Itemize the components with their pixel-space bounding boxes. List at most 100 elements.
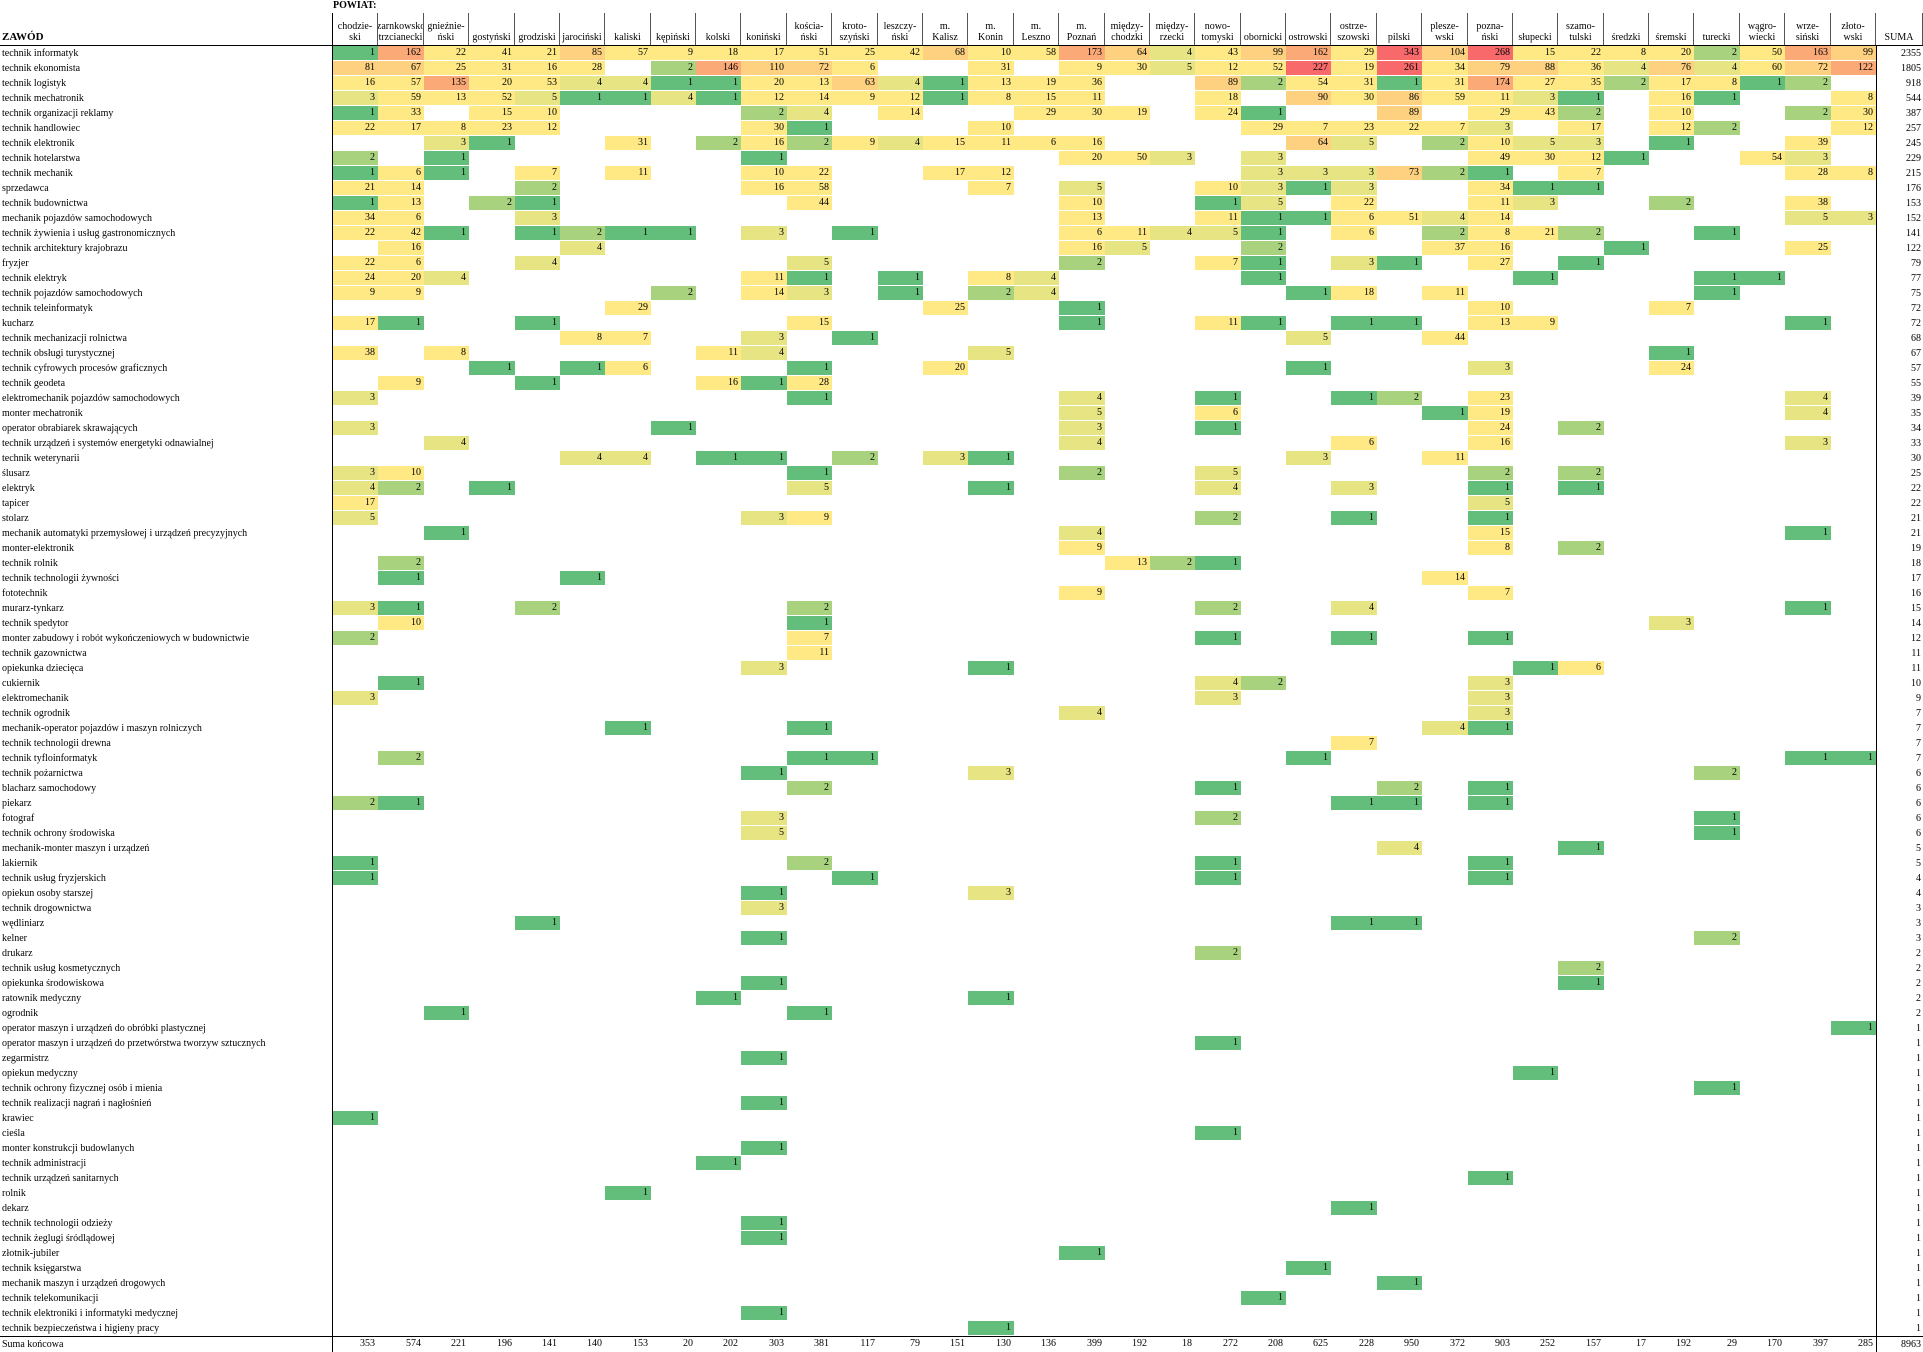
row-label: technik ochrony środowiska	[0, 826, 333, 841]
row-label: technik pożarnictwa	[0, 766, 333, 781]
value-cell: 20	[378, 271, 424, 285]
value-cell: 2	[560, 226, 605, 240]
row-label: technik budownictwa	[0, 196, 333, 211]
value-cell: 4	[741, 346, 787, 360]
value-cell: 2	[1468, 466, 1513, 480]
value-cell: 3	[1195, 691, 1241, 705]
value-cell: 3	[968, 886, 1014, 900]
value-cell: 173	[1059, 46, 1105, 60]
value-cell: 29	[605, 301, 651, 315]
row-label: monter konstrukcji budowlanych	[0, 1141, 333, 1156]
table-row: tapicer 17 5 22	[0, 496, 1923, 511]
value-cell: 19	[1468, 406, 1513, 420]
value-cell: 17	[923, 166, 968, 180]
value-cell: 3	[1831, 211, 1876, 225]
row-sum: 1	[1876, 1246, 1923, 1261]
value-cell: 1	[1694, 811, 1740, 825]
value-cell: 2	[333, 151, 378, 165]
value-cell: 1	[1059, 1246, 1105, 1260]
value-cell: 3	[1468, 121, 1513, 135]
value-cell: 28	[560, 61, 605, 75]
column-header-9: koniński	[741, 13, 787, 45]
value-cell: 17	[741, 46, 787, 60]
value-cell: 3	[741, 901, 787, 915]
value-cell: 1	[1468, 781, 1513, 795]
value-cell: 2	[787, 136, 832, 150]
row-sum: 2	[1876, 946, 1923, 961]
value-cell: 6	[1195, 406, 1241, 420]
value-cell: 9	[378, 376, 424, 390]
table-row: technik gazownictwa 11 11	[0, 646, 1923, 661]
row-label: mechanik-monter maszyn i urządzeń	[0, 841, 333, 856]
value-cell: 9	[1059, 586, 1105, 600]
table-row: technik geodeta 9 1 16 1 28 55	[0, 376, 1923, 391]
value-cell: 162	[378, 46, 424, 60]
value-cell: 3	[424, 136, 469, 150]
row-label: operator maszyn i urządzeń do przetwórst…	[0, 1036, 333, 1051]
row-sum: 257	[1876, 121, 1923, 136]
value-cell: 2	[1422, 166, 1468, 180]
value-cell: 17	[333, 316, 378, 330]
value-cell: 11	[1468, 91, 1513, 105]
value-cell: 14	[1422, 571, 1468, 585]
column-total: 157	[1586, 1338, 1601, 1349]
row-sum: 4	[1876, 871, 1923, 886]
table-row: technik rolnik 2 13 2 1 18	[0, 556, 1923, 571]
value-cell: 23	[469, 121, 515, 135]
value-cell: 4	[333, 481, 378, 495]
column-header-8: kolski	[696, 13, 741, 45]
row-sum: 1	[1876, 1111, 1923, 1126]
value-cell: 3	[1241, 181, 1286, 195]
column-header-25: pozna-ński	[1468, 13, 1513, 45]
value-cell: 15	[787, 316, 832, 330]
grand-total: 8963	[1876, 1337, 1923, 1352]
row-sum: 75	[1876, 286, 1923, 301]
row-label: technik żywienia i usług gastronomicznyc…	[0, 226, 333, 241]
table-row: monter konstrukcji budowlanych 1 1	[0, 1141, 1923, 1156]
row-sum: 1	[1876, 1141, 1923, 1156]
value-cell: 1	[1468, 796, 1513, 810]
value-cell: 30	[1831, 106, 1876, 120]
value-cell: 1	[1558, 91, 1604, 105]
value-cell: 3	[1241, 166, 1286, 180]
value-cell: 36	[1059, 76, 1105, 90]
value-cell: 1	[333, 166, 378, 180]
value-cell: 3	[1241, 151, 1286, 165]
table-row: murarz-tynkarz 3 1 2 2 2 4 1 15	[0, 601, 1923, 616]
value-cell: 8	[424, 121, 469, 135]
table-row: technik pożarnictwa 1 3 2 6	[0, 766, 1923, 781]
value-cell: 4	[1785, 391, 1831, 405]
value-cell: 27	[1513, 76, 1558, 90]
value-cell: 12	[1831, 121, 1876, 135]
value-cell: 1	[1241, 211, 1286, 225]
value-cell: 1	[741, 376, 787, 390]
value-cell: 2	[1150, 556, 1195, 570]
value-cell: 1	[1558, 181, 1604, 195]
value-cell: 1	[1286, 751, 1331, 765]
row-label: operator maszyn i urządzeń do obróbki pl…	[0, 1021, 333, 1036]
value-cell: 14	[1468, 211, 1513, 225]
row-sum: 1	[1876, 1216, 1923, 1231]
value-cell: 2	[333, 631, 378, 645]
value-cell: 3	[1331, 256, 1377, 270]
value-cell: 1	[1195, 871, 1241, 885]
value-cell: 10	[1195, 181, 1241, 195]
value-cell: 5	[1059, 406, 1105, 420]
value-cell: 10	[968, 121, 1014, 135]
value-cell: 22	[1331, 196, 1377, 210]
row-label: fototechnik	[0, 586, 333, 601]
value-cell: 1	[1468, 511, 1513, 525]
row-sum: 5	[1876, 841, 1923, 856]
value-cell: 25	[1785, 241, 1831, 255]
row-sum: 67	[1876, 346, 1923, 361]
row-sum: 4	[1876, 886, 1923, 901]
value-cell: 1	[605, 1186, 651, 1200]
value-cell: 1	[333, 106, 378, 120]
value-cell: 1	[424, 1006, 469, 1020]
value-cell: 6	[605, 361, 651, 375]
value-cell: 1	[560, 571, 605, 585]
table-row: kelner 1 2 3	[0, 931, 1923, 946]
row-label: sprzedawca	[0, 181, 333, 196]
value-cell: 43	[1195, 46, 1241, 60]
value-cell: 1	[424, 166, 469, 180]
